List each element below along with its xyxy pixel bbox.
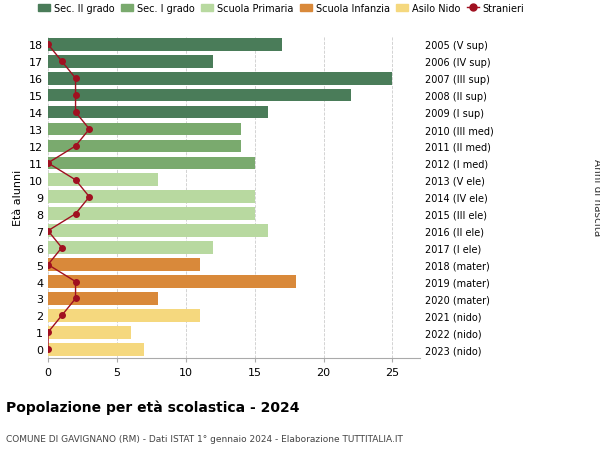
Legend: Sec. II grado, Sec. I grado, Scuola Primaria, Scuola Infanzia, Asilo Nido, Stran: Sec. II grado, Sec. I grado, Scuola Prim…: [34, 0, 528, 17]
Bar: [48, 326, 131, 339]
Bar: [48, 123, 241, 136]
Bar: [48, 174, 158, 187]
Y-axis label: Età alunni: Età alunni: [13, 169, 23, 225]
Bar: [48, 343, 145, 356]
Bar: [48, 157, 254, 170]
Bar: [48, 191, 254, 204]
Bar: [48, 259, 200, 271]
Text: Popolazione per età scolastica - 2024: Popolazione per età scolastica - 2024: [6, 399, 299, 414]
Bar: [48, 39, 282, 51]
Bar: [48, 106, 268, 119]
Bar: [48, 208, 254, 221]
Bar: [48, 292, 158, 305]
Bar: [48, 275, 296, 288]
Bar: [48, 56, 214, 68]
Bar: [48, 242, 214, 254]
Bar: [48, 73, 392, 85]
Bar: [48, 90, 351, 102]
Text: Anni di nascita: Anni di nascita: [592, 159, 600, 236]
Text: COMUNE DI GAVIGNANO (RM) - Dati ISTAT 1° gennaio 2024 - Elaborazione TUTTITALIA.: COMUNE DI GAVIGNANO (RM) - Dati ISTAT 1°…: [6, 434, 403, 443]
Bar: [48, 140, 241, 153]
Bar: [48, 309, 200, 322]
Bar: [48, 225, 268, 237]
